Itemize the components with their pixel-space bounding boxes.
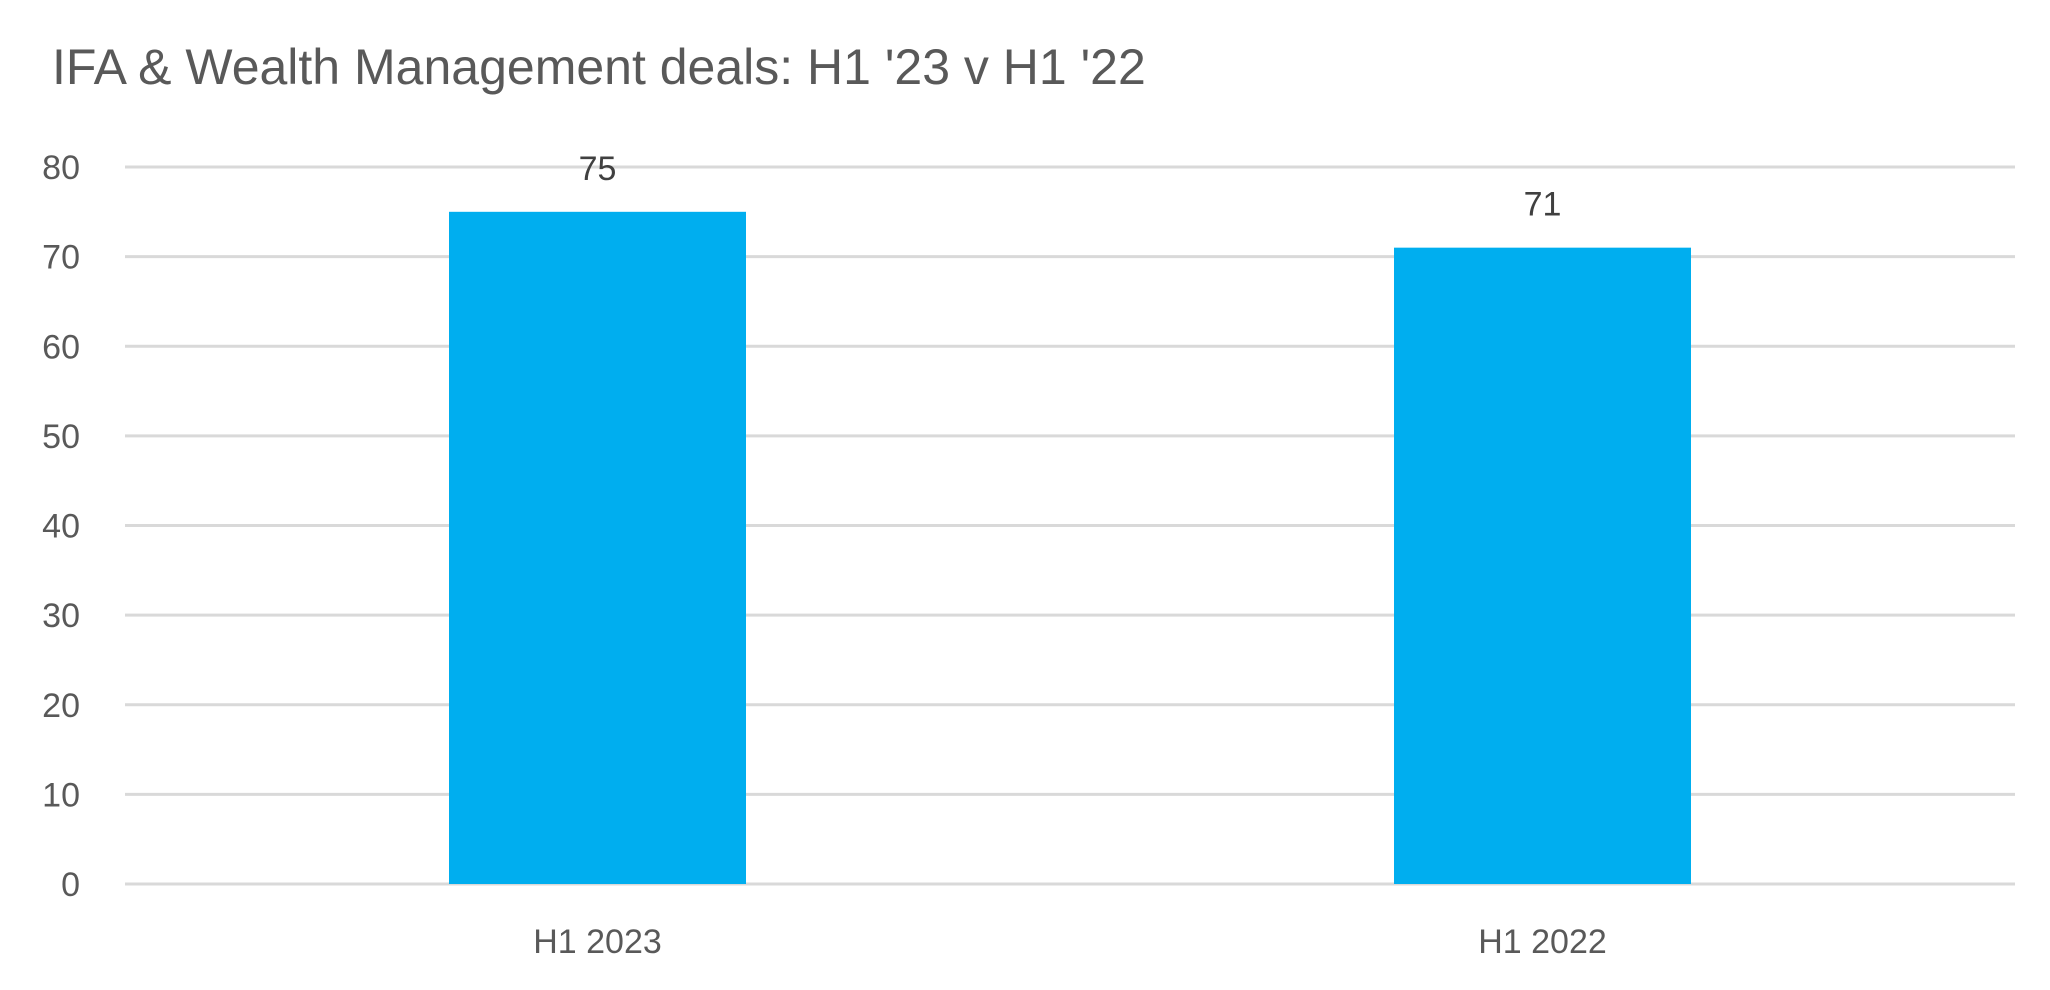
y-tick-label: 10 [42,776,80,814]
bar [449,211,746,884]
x-axis-ticks: H1 2023 H1 2022 [533,923,1607,961]
chart-title: IFA & Wealth Management deals: H1 '23 v … [52,39,1146,95]
x-tick-label: H1 2022 [1478,923,1607,961]
data-label: 75 [579,150,617,188]
data-labels: 75 71 [579,150,1562,224]
x-tick-label: H1 2023 [533,923,662,961]
y-tick-label: 60 [42,328,80,366]
data-label: 71 [1524,186,1562,224]
y-tick-label: 0 [61,866,80,904]
bars [449,211,1691,885]
bar [1394,247,1691,885]
y-tick-label: 40 [42,508,80,546]
y-tick-label: 30 [42,597,80,635]
y-tick-label: 20 [42,687,80,725]
y-tick-label: 80 [42,149,80,187]
y-tick-label: 70 [42,239,80,277]
y-tick-label: 50 [42,418,80,456]
gridlines [125,165,2015,886]
y-axis-ticks: 0 10 20 30 40 50 60 70 80 [42,149,80,904]
